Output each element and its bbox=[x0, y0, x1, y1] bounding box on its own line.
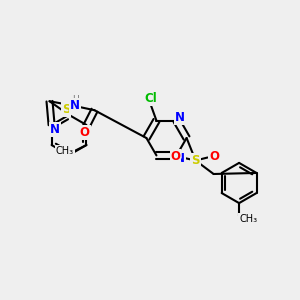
Text: N: N bbox=[50, 123, 60, 136]
Text: N: N bbox=[175, 152, 185, 165]
Text: O: O bbox=[170, 150, 181, 163]
Text: S: S bbox=[62, 103, 70, 116]
Text: O: O bbox=[209, 150, 219, 163]
Text: S: S bbox=[191, 154, 200, 167]
Text: N: N bbox=[175, 111, 185, 124]
Text: N: N bbox=[70, 99, 80, 112]
Text: CH₃: CH₃ bbox=[239, 214, 257, 224]
Text: Cl: Cl bbox=[145, 92, 158, 106]
Text: O: O bbox=[80, 126, 90, 139]
Text: CH₃: CH₃ bbox=[56, 146, 74, 156]
Text: H: H bbox=[73, 95, 79, 104]
